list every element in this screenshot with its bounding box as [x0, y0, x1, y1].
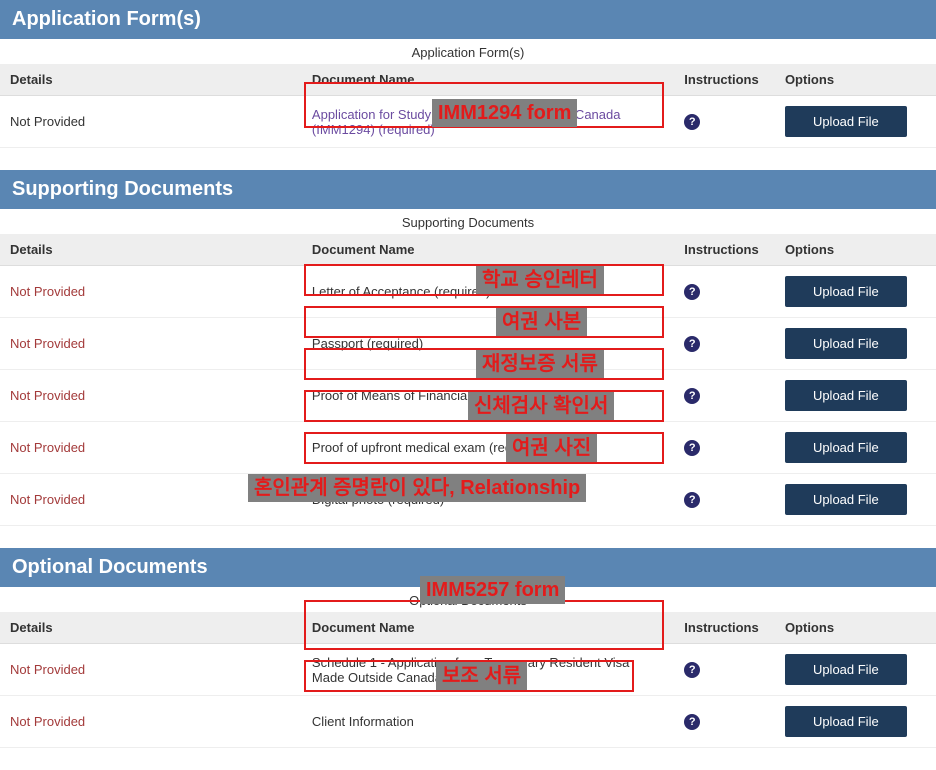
- column-header-options: Options: [775, 234, 936, 266]
- column-header-details: Details: [0, 234, 302, 266]
- help-icon[interactable]: ?: [684, 492, 700, 508]
- document-link[interactable]: Application for Study Permit Made Outsid…: [312, 107, 621, 137]
- details-cell: Not Provided: [0, 96, 302, 148]
- table-row: Not ProvidedDigital photo (required)? Upl…: [0, 474, 936, 526]
- options-cell: Upload File: [775, 96, 936, 148]
- instructions-cell: ?: [674, 474, 775, 526]
- options-cell: Upload File: [775, 318, 936, 370]
- column-header-instructions: Instructions: [674, 64, 775, 96]
- instructions-cell: ?: [674, 644, 775, 696]
- upload-file-button[interactable]: Upload File: [785, 706, 907, 737]
- help-icon[interactable]: ?: [684, 662, 700, 678]
- document-name-cell: Client Information: [302, 696, 674, 748]
- help-icon[interactable]: ?: [684, 114, 700, 130]
- document-name-cell: Passport (required): [302, 318, 674, 370]
- section-caption-optional: Optional Documents: [0, 587, 936, 612]
- details-cell: Not Provided: [0, 422, 302, 474]
- table-row: Not Provided Application for Study Permit…: [0, 96, 936, 148]
- section-header-application: Application Form(s): [0, 0, 936, 39]
- section-supporting: Supporting DocumentsSupporting Documents…: [0, 170, 936, 526]
- upload-file-button[interactable]: Upload File: [785, 106, 907, 137]
- options-cell: Upload File: [775, 266, 936, 318]
- upload-file-button[interactable]: Upload File: [785, 484, 907, 515]
- table-row: Not ProvidedProof of Means of Financial …: [0, 370, 936, 422]
- options-cell: Upload File: [775, 644, 936, 696]
- details-cell: Not Provided: [0, 318, 302, 370]
- table-row: Not ProvidedProof of upfront medical exa…: [0, 422, 936, 474]
- upload-file-button[interactable]: Upload File: [785, 380, 907, 411]
- column-header-instructions: Instructions: [674, 612, 775, 644]
- options-cell: Upload File: [775, 696, 936, 748]
- table-supporting: DetailsDocument NameInstructionsOptionsN…: [0, 234, 936, 526]
- options-cell: Upload File: [775, 474, 936, 526]
- column-header-details: Details: [0, 64, 302, 96]
- section-header-optional: Optional Documents: [0, 548, 936, 587]
- upload-file-button[interactable]: Upload File: [785, 328, 907, 359]
- help-icon[interactable]: ?: [684, 714, 700, 730]
- column-header-docName: Document Name: [302, 234, 674, 266]
- section-caption-application: Application Form(s): [0, 39, 936, 64]
- upload-file-button[interactable]: Upload File: [785, 276, 907, 307]
- upload-file-button[interactable]: Upload File: [785, 432, 907, 463]
- section-optional: Optional DocumentsOptional DocumentsDeta…: [0, 548, 936, 748]
- column-header-options: Options: [775, 64, 936, 96]
- column-header-details: Details: [0, 612, 302, 644]
- section-caption-supporting: Supporting Documents: [0, 209, 936, 234]
- column-header-docName: Document Name: [302, 64, 674, 96]
- instructions-cell: ?: [674, 266, 775, 318]
- document-name-cell: Proof of upfront medical exam (required): [302, 422, 674, 474]
- help-icon[interactable]: ?: [684, 388, 700, 404]
- details-cell: Not Provided: [0, 266, 302, 318]
- document-name-cell: Letter of Acceptance (required): [302, 266, 674, 318]
- instructions-cell: ?: [674, 318, 775, 370]
- document-name-cell: Application for Study Permit Made Outsid…: [302, 96, 674, 148]
- document-name-cell: Proof of Means of Financial Support (req…: [302, 370, 674, 422]
- column-header-docName: Document Name: [302, 612, 674, 644]
- column-header-instructions: Instructions: [674, 234, 775, 266]
- column-header-options: Options: [775, 612, 936, 644]
- instructions-cell: ?: [674, 422, 775, 474]
- help-icon[interactable]: ?: [684, 336, 700, 352]
- help-icon[interactable]: ?: [684, 284, 700, 300]
- document-name-cell: Digital photo (required): [302, 474, 674, 526]
- help-icon[interactable]: ?: [684, 440, 700, 456]
- upload-file-button[interactable]: Upload File: [785, 654, 907, 685]
- details-cell: Not Provided: [0, 370, 302, 422]
- details-cell: Not Provided: [0, 644, 302, 696]
- instructions-cell: ?: [674, 370, 775, 422]
- instructions-cell: ?: [674, 696, 775, 748]
- details-cell: Not Provided: [0, 474, 302, 526]
- section-header-supporting: Supporting Documents: [0, 170, 936, 209]
- table-row: Not ProvidedClient Information? Upload Fi…: [0, 696, 936, 748]
- table-row: Not ProvidedLetter of Acceptance (requir…: [0, 266, 936, 318]
- table-application: DetailsDocument NameInstructionsOptionsN…: [0, 64, 936, 148]
- section-application: Application Form(s)Application Form(s)De…: [0, 0, 936, 148]
- details-cell: Not Provided: [0, 696, 302, 748]
- instructions-cell: ?: [674, 96, 775, 148]
- options-cell: Upload File: [775, 422, 936, 474]
- table-optional: DetailsDocument NameInstructionsOptionsN…: [0, 612, 936, 748]
- table-row: Not ProvidedPassport (required)? Upload F…: [0, 318, 936, 370]
- table-row: Not ProvidedSchedule 1 - Application for…: [0, 644, 936, 696]
- document-name-cell: Schedule 1 - Application for a Temporary…: [302, 644, 674, 696]
- options-cell: Upload File: [775, 370, 936, 422]
